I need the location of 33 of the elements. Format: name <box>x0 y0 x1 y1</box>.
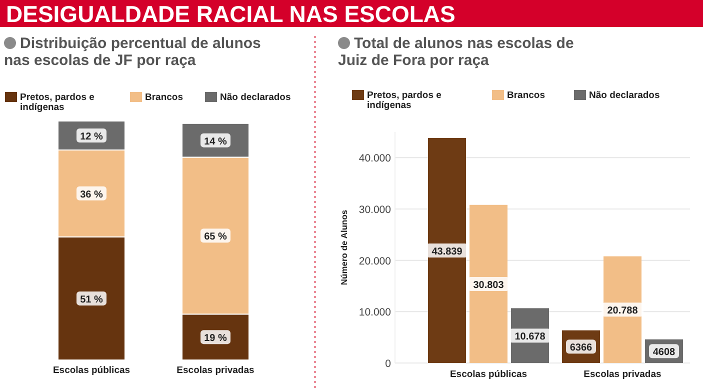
data-label: 6366 <box>570 342 593 354</box>
y-tick-label: 20.000 <box>358 255 392 268</box>
x-tick-label: Escolas privadas <box>176 365 254 376</box>
bar <box>470 204 508 363</box>
y-tick-label: 40.000 <box>358 152 392 165</box>
chart-title: Distribuição percentual de alunos nas escolas de JF por raça <box>4 35 261 69</box>
legend-label: Pretos, pardos e indígenas <box>367 90 442 111</box>
x-tick-label: Escolas públicas <box>450 369 528 380</box>
data-label: 4608 <box>652 347 676 358</box>
data-label: 19 % <box>204 333 228 344</box>
legend-label: Não declarados <box>589 90 660 101</box>
legend-label: Brancos <box>507 90 546 101</box>
legend-label: Não declarados <box>220 92 291 103</box>
data-label: 36 % <box>80 189 104 200</box>
y-tick-label: 0 <box>385 358 392 370</box>
x-tick-label: Escolas privadas <box>584 369 662 380</box>
data-label: 20.788 <box>607 306 638 317</box>
data-label: 12 % <box>80 131 104 142</box>
bar <box>428 138 466 363</box>
legend-label: Pretos, pardos e indígenas <box>20 92 94 113</box>
data-label: 14 % <box>204 136 228 148</box>
data-label: 10.678 <box>514 332 546 343</box>
y-axis-title: Número de Alunos <box>339 210 349 286</box>
chart-title: Total de alunos nas escolas de Juiz de Fora por raça <box>338 35 574 69</box>
x-tick-label: Escolas públicas <box>52 365 130 376</box>
text: DESIGUALDADE RACIAL NAS ESCOLAS <box>6 1 456 27</box>
data-label: 65 % <box>204 232 228 243</box>
y-tick-label: 30.000 <box>358 204 392 216</box>
y-tick-label: 10.000 <box>358 306 392 319</box>
data-label: 30.803 <box>473 280 504 291</box>
legend-label: Brancos <box>145 92 184 103</box>
data-label: 51 % <box>80 294 104 306</box>
data-label: 43.839 <box>432 246 463 258</box>
